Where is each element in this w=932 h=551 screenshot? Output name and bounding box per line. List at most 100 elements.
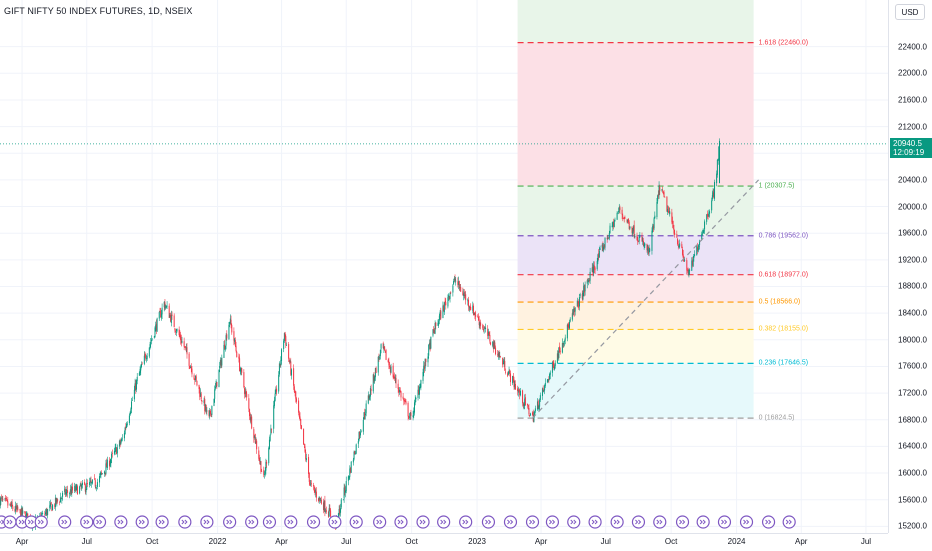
candle-body [20,508,22,519]
candle [155,319,157,335]
event-icon[interactable] [525,515,540,529]
event-icon[interactable] [178,515,192,529]
candle [345,476,347,494]
event-icon[interactable] [349,515,363,529]
candle [450,291,452,295]
candle-body [0,497,2,499]
candle-body [624,217,626,219]
candle-body [65,492,67,495]
trend-line[interactable] [532,179,760,419]
candle-body [165,306,167,308]
event-icon[interactable] [245,515,259,529]
event-icon[interactable] [306,515,321,529]
candle [140,364,142,375]
event-icon[interactable] [58,515,72,529]
candle [403,398,405,406]
candle [91,479,93,485]
candle-body [586,280,588,284]
candle-body [454,278,456,281]
price-chart[interactable] [0,0,888,533]
candle-body [487,331,489,336]
candle-body [559,350,561,353]
event-icon[interactable] [631,515,646,529]
candle-body [314,489,316,493]
candle [313,485,315,493]
price-axis[interactable]: USD 22400.022000.021600.021200.020800.02… [888,0,932,533]
candle [453,276,455,283]
currency-button[interactable]: USD [895,4,925,20]
candle-body [258,450,260,459]
fib-retracement[interactable] [517,0,754,419]
candle [596,257,598,271]
candle [581,290,583,301]
candle-body [347,476,349,481]
event-icon[interactable] [92,515,107,529]
event-icon[interactable] [675,515,690,529]
event-icon[interactable] [34,515,48,529]
candle-body [697,248,699,252]
candle [263,470,265,479]
event-icon[interactable] [696,515,710,529]
event-icon[interactable] [24,515,38,529]
candle-body [622,215,624,217]
event-icon[interactable] [545,515,560,529]
event-icon[interactable] [503,515,518,529]
event-icon[interactable] [223,515,237,529]
candle-body [656,201,658,218]
candle [5,494,7,502]
candle [636,232,638,241]
event-icon[interactable] [717,515,732,529]
event-icon[interactable] [394,515,408,529]
event-icon[interactable] [135,515,149,529]
chart-plot-area[interactable]: GIFT NIFTY 50 INDEX FUTURES, 1D, NSEIX 1… [0,0,888,533]
candle-body [699,240,701,246]
event-icon[interactable] [567,515,581,529]
candle [482,324,484,333]
event-icon[interactable] [284,515,298,529]
candle-body [448,295,450,298]
candle-body [89,481,91,483]
event-icon[interactable] [262,515,277,529]
candle-body [204,404,206,411]
candle [428,339,430,350]
event-icon[interactable] [3,515,17,529]
candle-body [67,490,69,494]
candle [183,337,185,351]
candle-body [158,312,160,319]
candle-body [608,237,610,239]
candle [169,313,171,319]
candle-body [523,404,525,406]
event-markers[interactable] [0,515,796,529]
event-icon[interactable] [114,515,128,529]
event-icon[interactable] [481,515,496,529]
event-icon[interactable] [80,515,94,529]
event-icon[interactable] [761,515,776,529]
event-icon[interactable] [459,515,473,529]
candle [229,314,231,325]
candle-body [140,363,142,368]
candle [662,191,664,195]
event-icon[interactable] [155,515,169,529]
candle-body [259,461,261,463]
candle [159,307,161,313]
event-icon[interactable] [437,515,451,529]
candle [463,288,465,301]
event-icon[interactable] [200,515,214,529]
candle [259,454,261,465]
event-icon[interactable] [416,515,430,529]
candle [652,223,654,233]
candle [639,232,641,238]
event-icon[interactable] [739,515,754,529]
candle [384,345,386,352]
event-icon[interactable] [328,515,342,529]
event-icon[interactable] [588,515,602,529]
event-icon[interactable] [373,515,387,529]
event-icon[interactable] [782,515,796,529]
candle [363,412,365,420]
event-icon[interactable] [653,515,667,529]
candle-body [662,191,664,193]
time-axis[interactable]: Apr Jul Oct 2022 Apr Jul Oct 2023 Apr Jul Oct 2024 A… [0,533,888,551]
event-icon[interactable] [15,515,29,529]
candle-body [299,416,301,420]
event-icon[interactable] [610,515,624,529]
